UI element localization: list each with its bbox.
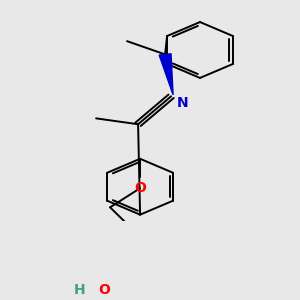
Text: N: N bbox=[177, 96, 189, 110]
Text: O: O bbox=[134, 181, 146, 195]
Text: O: O bbox=[98, 283, 110, 297]
Polygon shape bbox=[159, 54, 173, 95]
Text: H: H bbox=[74, 283, 85, 297]
